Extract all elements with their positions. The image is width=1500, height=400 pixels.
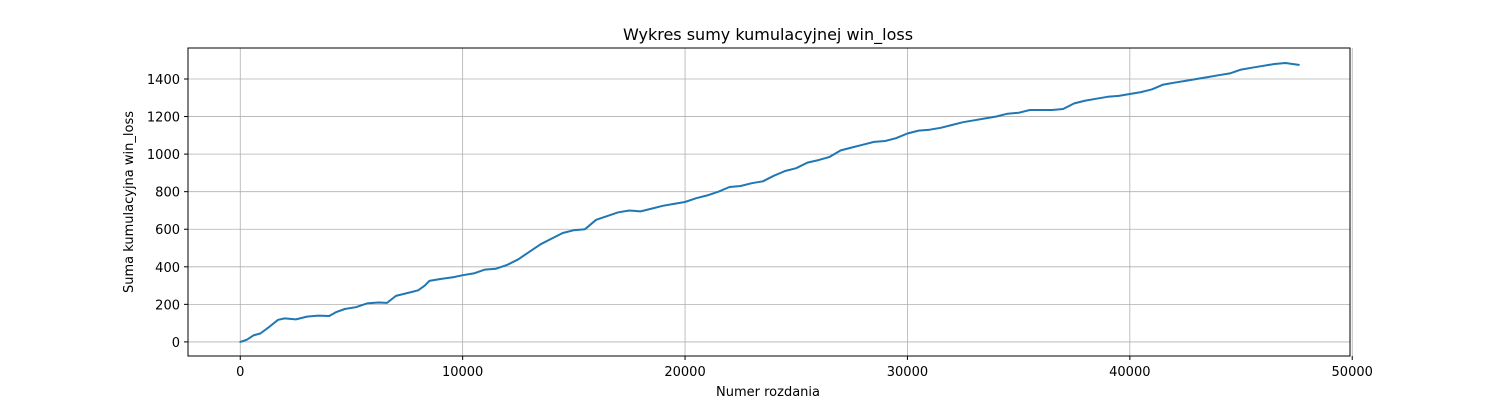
series-layer [239,62,1300,343]
y-tick-label: 600 [155,223,180,238]
y-tick-label: 800 [155,186,180,201]
x-axis-label: Numer rozdania [716,385,820,400]
grid [188,48,1353,356]
x-tick-label: 0 [236,365,244,380]
y-tick-label: 1200 [147,111,180,126]
y-axis: 0 200 400 600 800 1000 1200 1400 [147,73,188,351]
chart-title: Wykres sumy kumulacyjnej win_loss [623,25,913,45]
x-tick-label: 30000 [887,365,928,380]
y-axis-label: Suma kumulacyjna win_loss [122,111,137,293]
plot-frame [187,47,1351,357]
x-tick-label: 50000 [1332,365,1373,380]
x-axis: 0 10000 20000 30000 40000 50000 [236,356,1373,380]
x-tick-label: 20000 [664,365,705,380]
y-tick-label: 200 [155,298,180,313]
x-tick-label: 10000 [442,365,483,380]
y-tick-label: 1400 [147,73,180,88]
series-line [239,62,1300,343]
y-tick-label: 0 [172,336,180,351]
x-tick-label: 40000 [1109,365,1150,380]
y-tick-label: 400 [155,261,180,276]
y-tick-label: 1000 [147,148,180,163]
